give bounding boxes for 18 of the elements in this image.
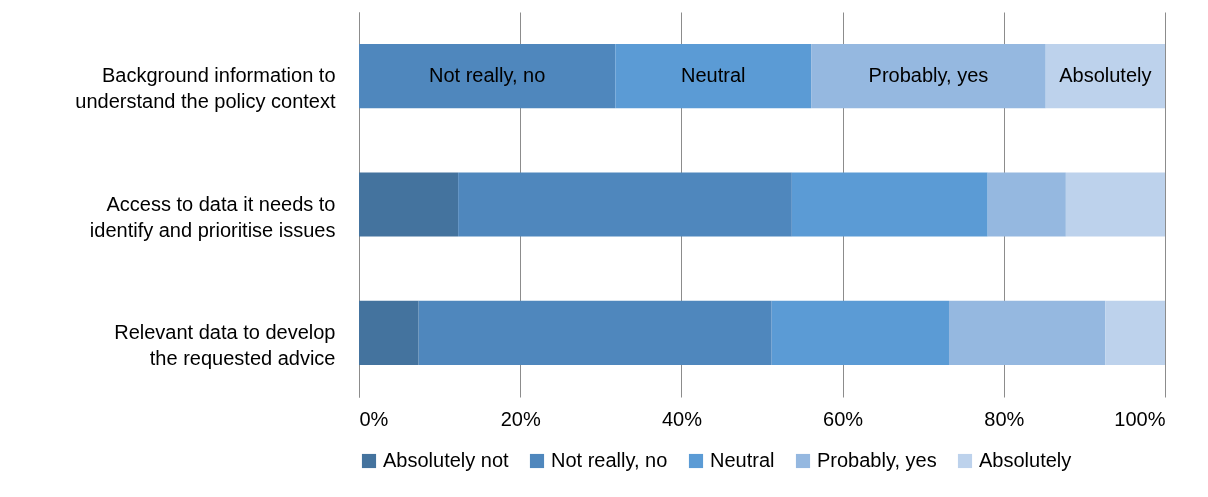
- y-tick-label: Background information to understand the policy context: [75, 64, 336, 113]
- legend-label: Not really, no: [551, 449, 668, 471]
- x-tick-label: 60%: [823, 407, 864, 430]
- x-tick-label: 0%: [359, 407, 389, 430]
- legend-label: Probably, yes: [817, 449, 937, 471]
- legend-label: Neutral: [710, 449, 775, 471]
- legend-label: Absolutely not: [383, 449, 510, 471]
- x-tick-label: 20%: [500, 407, 541, 430]
- annotation: Neutral: [680, 64, 746, 87]
- legend-label: Absolutely: [979, 449, 1072, 471]
- x-tick-label: 100%: [1114, 407, 1166, 430]
- y-tick-label: Access to data it needs to identify and prioritise issues: [89, 192, 336, 241]
- annotation: Probably, yes: [868, 64, 989, 87]
- y-tick-label: Relevant data to develop the requested advice: [114, 320, 336, 369]
- x-tick-label: 80%: [984, 407, 1025, 430]
- annotation: Not really, no: [428, 64, 546, 87]
- x-tick-label: 40%: [661, 407, 703, 430]
- annotation: Absolutely: [1059, 64, 1152, 87]
